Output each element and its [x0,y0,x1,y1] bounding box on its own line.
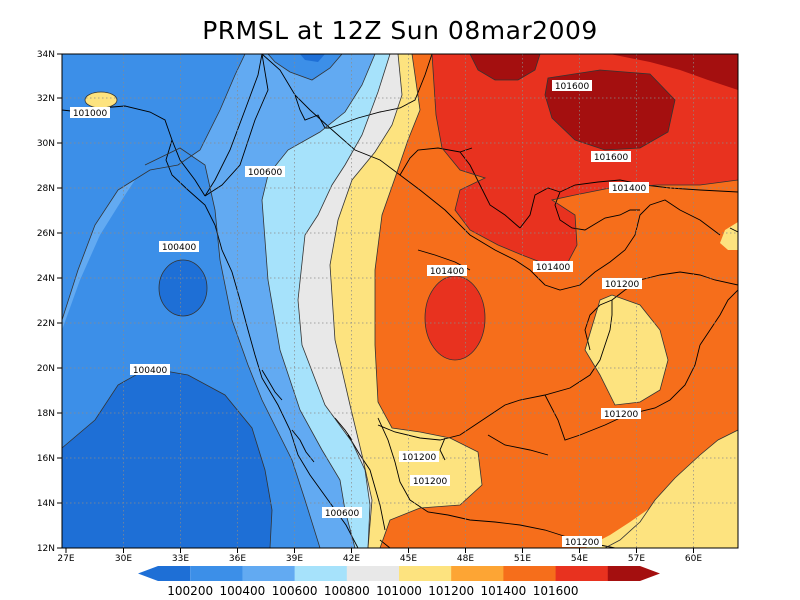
contour-label-text: 101200 [413,477,448,487]
contour-label-text: 101400 [612,184,647,194]
colorbar [138,566,660,581]
lon-label: 42E [343,554,360,564]
colorbar-swatch [607,566,660,581]
colorbar-label: 100600 [272,584,318,598]
colorbar-swatch [138,566,191,581]
region-101600-high-ne [610,54,738,90]
map-title: PRMSL at 12Z Sun 08mar2009 [202,16,598,45]
region-100400-ne [268,54,342,80]
contour-label-text: 101200 [604,410,639,420]
axis-ticks [57,53,694,553]
contour-label: 101200 [602,278,642,290]
colorbar-label: 101600 [533,584,579,598]
contour-label-text: 101600 [555,82,590,92]
colorbar-label: 100400 [219,584,265,598]
contour-label: 100600 [245,166,285,178]
lon-label: 60E [685,554,702,564]
lat-labels: 12N 14N 16N 18N 20N 22N 24N 26N 28N 30N … [37,50,55,554]
colorbar-swatch [294,566,348,581]
region-100400 [62,54,245,320]
colorbar-swatch [399,566,452,581]
contour-label: 100400 [130,364,170,376]
lon-label: 27E [57,554,74,564]
filled-contours [62,54,738,548]
lat-label: 20N [37,364,55,374]
colorbar-swatch [503,566,557,581]
region-101200-islet [85,92,117,108]
lat-label: 12N [37,544,55,554]
region-101200-se [605,430,738,548]
map-frame [61,53,739,549]
colorbar-label: 100800 [324,584,370,598]
region-101600-center-oval [425,276,485,360]
contour-label: 101400 [609,182,649,194]
contour-label: 101200 [399,451,439,463]
contour-label: 101200 [562,536,602,548]
contour-label-text: 101200 [565,538,600,548]
colorbar-label: 100200 [167,584,213,598]
lat-label: 18N [37,409,55,419]
contour-label: 101400 [533,261,573,273]
contour-label: 101200 [410,475,450,487]
colorbar-swatch [190,566,243,581]
region-100200-center [159,260,207,316]
contour-label: 100600 [322,507,362,519]
contour-label-text: 101600 [594,153,629,163]
contour-label: 100400 [159,241,199,253]
lat-label: 28N [37,184,55,194]
contour-label: 101600 [591,151,631,163]
contour-label-text: 101400 [430,267,465,277]
contour-label: 101000 [70,107,110,119]
colorbar-label: 101000 [376,584,422,598]
lon-label: 45E [400,554,417,564]
lat-label: 16N [37,454,55,464]
contour-lines [62,54,738,548]
lon-labels: 27E 30E 33E 36E 39E 42E 45E 48E 51E 54E … [57,554,702,564]
lat-label: 34N [37,50,55,60]
contour-label: 101200 [601,408,641,420]
region-101200-east [585,295,668,405]
contour-label-text: 101200 [402,453,437,463]
region-101200-east-small [720,222,738,250]
lon-label: 54E [571,554,588,564]
region-101600-high [470,54,540,80]
lat-label: 26N [37,229,55,239]
colorbar-swatch [451,566,504,581]
colorbar-label: 101200 [428,584,474,598]
contour-label: 101600 [552,80,592,92]
lat-label: 22N [37,319,55,329]
lon-label: 57E [628,554,645,564]
lat-label: 32N [37,94,55,104]
grid [62,54,738,548]
lat-label: 30N [37,139,55,149]
contour-label-text: 100600 [248,168,283,178]
colorbar-swatch [346,566,400,581]
lon-label: 33E [172,554,189,564]
lon-label: 51E [514,554,531,564]
lat-label: 24N [37,274,55,284]
contour-label-text: 100400 [162,243,197,253]
contour-label-text: 100600 [325,509,360,519]
coastlines [62,54,738,548]
colorbar-labels: 100200 100400 100600 100800 101000 101200 1014… [167,584,578,598]
lon-label: 36E [229,554,246,564]
contour-label: 101400 [427,265,467,277]
contour-label-text: 100400 [133,366,168,376]
lon-label: 39E [286,554,303,564]
contour-label-text: 101200 [605,280,640,290]
lon-label: 48E [457,554,474,564]
lon-label: 30E [115,554,132,564]
contour-label-text: 101400 [536,263,571,273]
contour-label-text: 101000 [73,109,108,119]
contour-labels: 101000 101600 101600 100600 101400 10040… [70,80,649,548]
lat-label: 14N [37,499,55,509]
colorbar-swatch [242,566,296,581]
colorbar-swatch [555,566,609,581]
colorbar-label: 101400 [480,584,526,598]
region-100200-north [300,54,325,62]
